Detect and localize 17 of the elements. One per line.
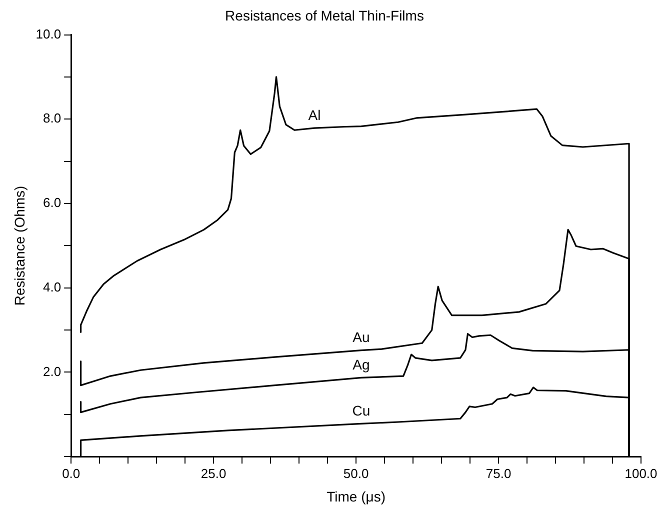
chart-title: Resistances of Metal Thin-Films [225, 7, 424, 24]
x-tick-label: 50.0 [343, 466, 369, 481]
x-tick-label: 0.0 [62, 466, 80, 481]
series-label: Ag [352, 356, 370, 373]
x-tick-label: 100.0 [624, 466, 658, 481]
series-label: Cu [352, 402, 370, 419]
x-tick-label: 25.0 [200, 466, 226, 481]
y-tick-label: 8.0 [43, 110, 62, 126]
x-tick-label: 75.0 [486, 466, 512, 481]
y-tick-label: 6.0 [43, 195, 62, 210]
y-tick-label: 4.0 [43, 279, 62, 294]
y-tick-label: 2.0 [43, 364, 62, 379]
x-axis-title: Time (μs) [326, 488, 386, 504]
series-label: Al [308, 106, 321, 123]
y-axis-title: Resistance (Ohms) [11, 186, 28, 306]
series-label: Au [352, 329, 370, 346]
y-tick-label: 10.0 [36, 26, 62, 42]
